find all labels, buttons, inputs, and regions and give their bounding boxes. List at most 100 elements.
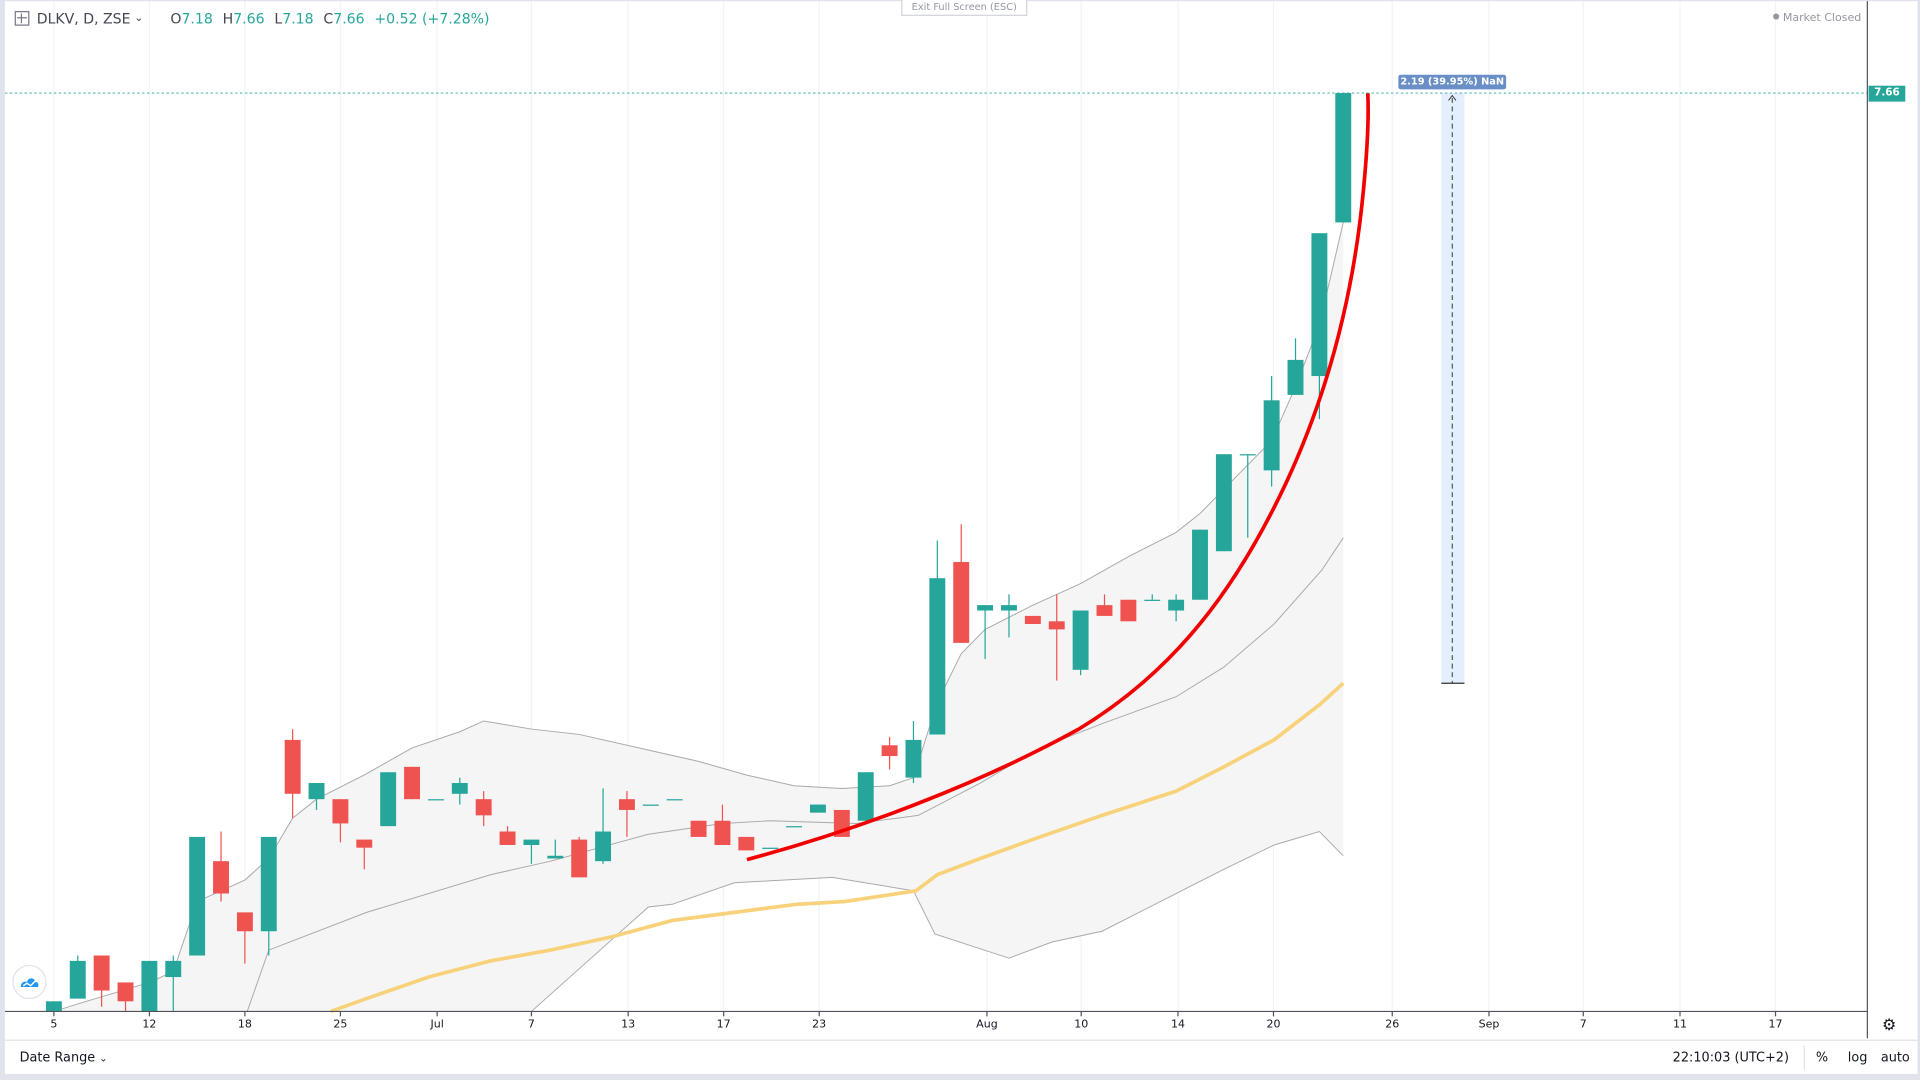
bottom-toolbar: Date Range ⌄ 22:10:03 (UTC+2) % log auto (4, 1039, 1918, 1076)
time-axis-label: 5 (50, 1018, 58, 1032)
candle-body (404, 766, 421, 800)
frame-left (0, 0, 5, 1080)
candle-body (618, 799, 635, 810)
bollinger-band-fill (53, 222, 1344, 1012)
candle (332, 799, 349, 843)
candle (1120, 599, 1137, 622)
candle-body (1215, 454, 1232, 552)
measure-label: 2.19 (39.95%) NaN (1398, 74, 1507, 90)
candle-body (308, 783, 325, 800)
time-axis-label: 26 (1385, 1018, 1400, 1032)
candle (93, 955, 110, 1007)
candle-body (642, 804, 659, 806)
frame-right (1917, 0, 1920, 1080)
candle-body (1335, 93, 1352, 223)
candle-body (1024, 615, 1041, 624)
time-axis-label: 25 (333, 1018, 348, 1032)
settings-gear-icon[interactable]: ⚙ (1882, 1016, 1897, 1035)
candle-body (213, 861, 229, 894)
candle (165, 955, 182, 1012)
percent-scale-button[interactable]: % (1815, 1050, 1829, 1066)
candle (236, 912, 253, 964)
time-axis-label: 13 (621, 1018, 636, 1032)
candle (1024, 615, 1041, 624)
candle (141, 960, 158, 1012)
candle (1287, 338, 1304, 395)
date-range-button[interactable]: Date Range ⌄ (19, 1050, 108, 1066)
candle (1096, 594, 1113, 616)
candle-body (189, 836, 206, 956)
candle-body (1001, 605, 1017, 611)
candle-body (451, 783, 468, 794)
candle-body (236, 912, 253, 932)
log-scale-button[interactable]: log (1847, 1050, 1868, 1066)
candle (690, 820, 707, 837)
candle (595, 788, 612, 864)
candle (451, 777, 468, 805)
candle (308, 783, 325, 810)
last-price-label: 7.66 (1868, 85, 1906, 102)
candle (475, 791, 492, 827)
candle-body (977, 605, 994, 611)
candle (1311, 233, 1328, 420)
candle (427, 799, 444, 801)
candle (929, 540, 946, 735)
candle-body (571, 839, 588, 878)
candle-body (881, 745, 898, 757)
candle-body (45, 1001, 62, 1012)
time-axis-label: 11 (1672, 1018, 1688, 1032)
candle-body (332, 799, 349, 824)
candle-body (427, 799, 444, 801)
candle (380, 772, 397, 827)
candle (666, 799, 683, 801)
candle (523, 839, 540, 864)
time-axis-ticks (53, 1011, 1777, 1017)
candle-body (762, 847, 779, 849)
expand-plus-icon[interactable] (14, 11, 30, 26)
candle-body (905, 739, 922, 778)
measure-range-box[interactable] (1441, 93, 1465, 684)
divider (1803, 1045, 1805, 1071)
red-trend-curve[interactable] (746, 92, 1371, 862)
clock: 22:10:03 (UTC+2) (1672, 1050, 1789, 1066)
high-value: H7.66 (222, 9, 265, 27)
exit-fullscreen-button[interactable]: Exit Full Screen (ESC) (901, 0, 1028, 16)
symbol-label[interactable]: DLKV, D, ZSE (36, 9, 131, 27)
candle-body (595, 831, 612, 862)
time-axis-label: Jul (430, 1018, 444, 1032)
candle (714, 804, 731, 845)
candle (642, 804, 659, 806)
candle (1192, 529, 1208, 600)
candle-body (857, 772, 874, 821)
chart-legend: DLKV, D, ZSE ⌄ O7.18 H7.66 L7.18 C7.66 +… (14, 9, 490, 27)
candle (786, 826, 803, 828)
candle (547, 839, 564, 859)
candle (284, 729, 301, 819)
bollinger-lower-line (531, 830, 1344, 1012)
chevron-down-icon[interactable]: ⌄ (134, 12, 144, 25)
candle-body (69, 960, 86, 999)
candle-body (1192, 529, 1208, 600)
candle-body (1144, 599, 1161, 601)
candle-body (1120, 599, 1137, 622)
candle (1072, 610, 1089, 676)
candle (1144, 594, 1161, 601)
candle-body (475, 799, 492, 816)
time-axis-label: 10 (1074, 1018, 1089, 1032)
candle-body (1263, 400, 1280, 471)
candle-body (356, 839, 373, 848)
candle (618, 791, 635, 837)
candle (260, 836, 277, 956)
candle (1168, 594, 1185, 622)
candle (810, 804, 826, 813)
tradingview-logo-icon[interactable] (12, 964, 47, 1000)
time-axis-label: Sep (1478, 1018, 1500, 1032)
candle (881, 737, 898, 770)
candle-body (284, 739, 301, 794)
candle (213, 831, 229, 902)
candle (1001, 594, 1017, 638)
candle-body (380, 772, 397, 827)
auto-scale-button[interactable]: auto (1880, 1050, 1910, 1066)
candle (45, 1001, 62, 1012)
